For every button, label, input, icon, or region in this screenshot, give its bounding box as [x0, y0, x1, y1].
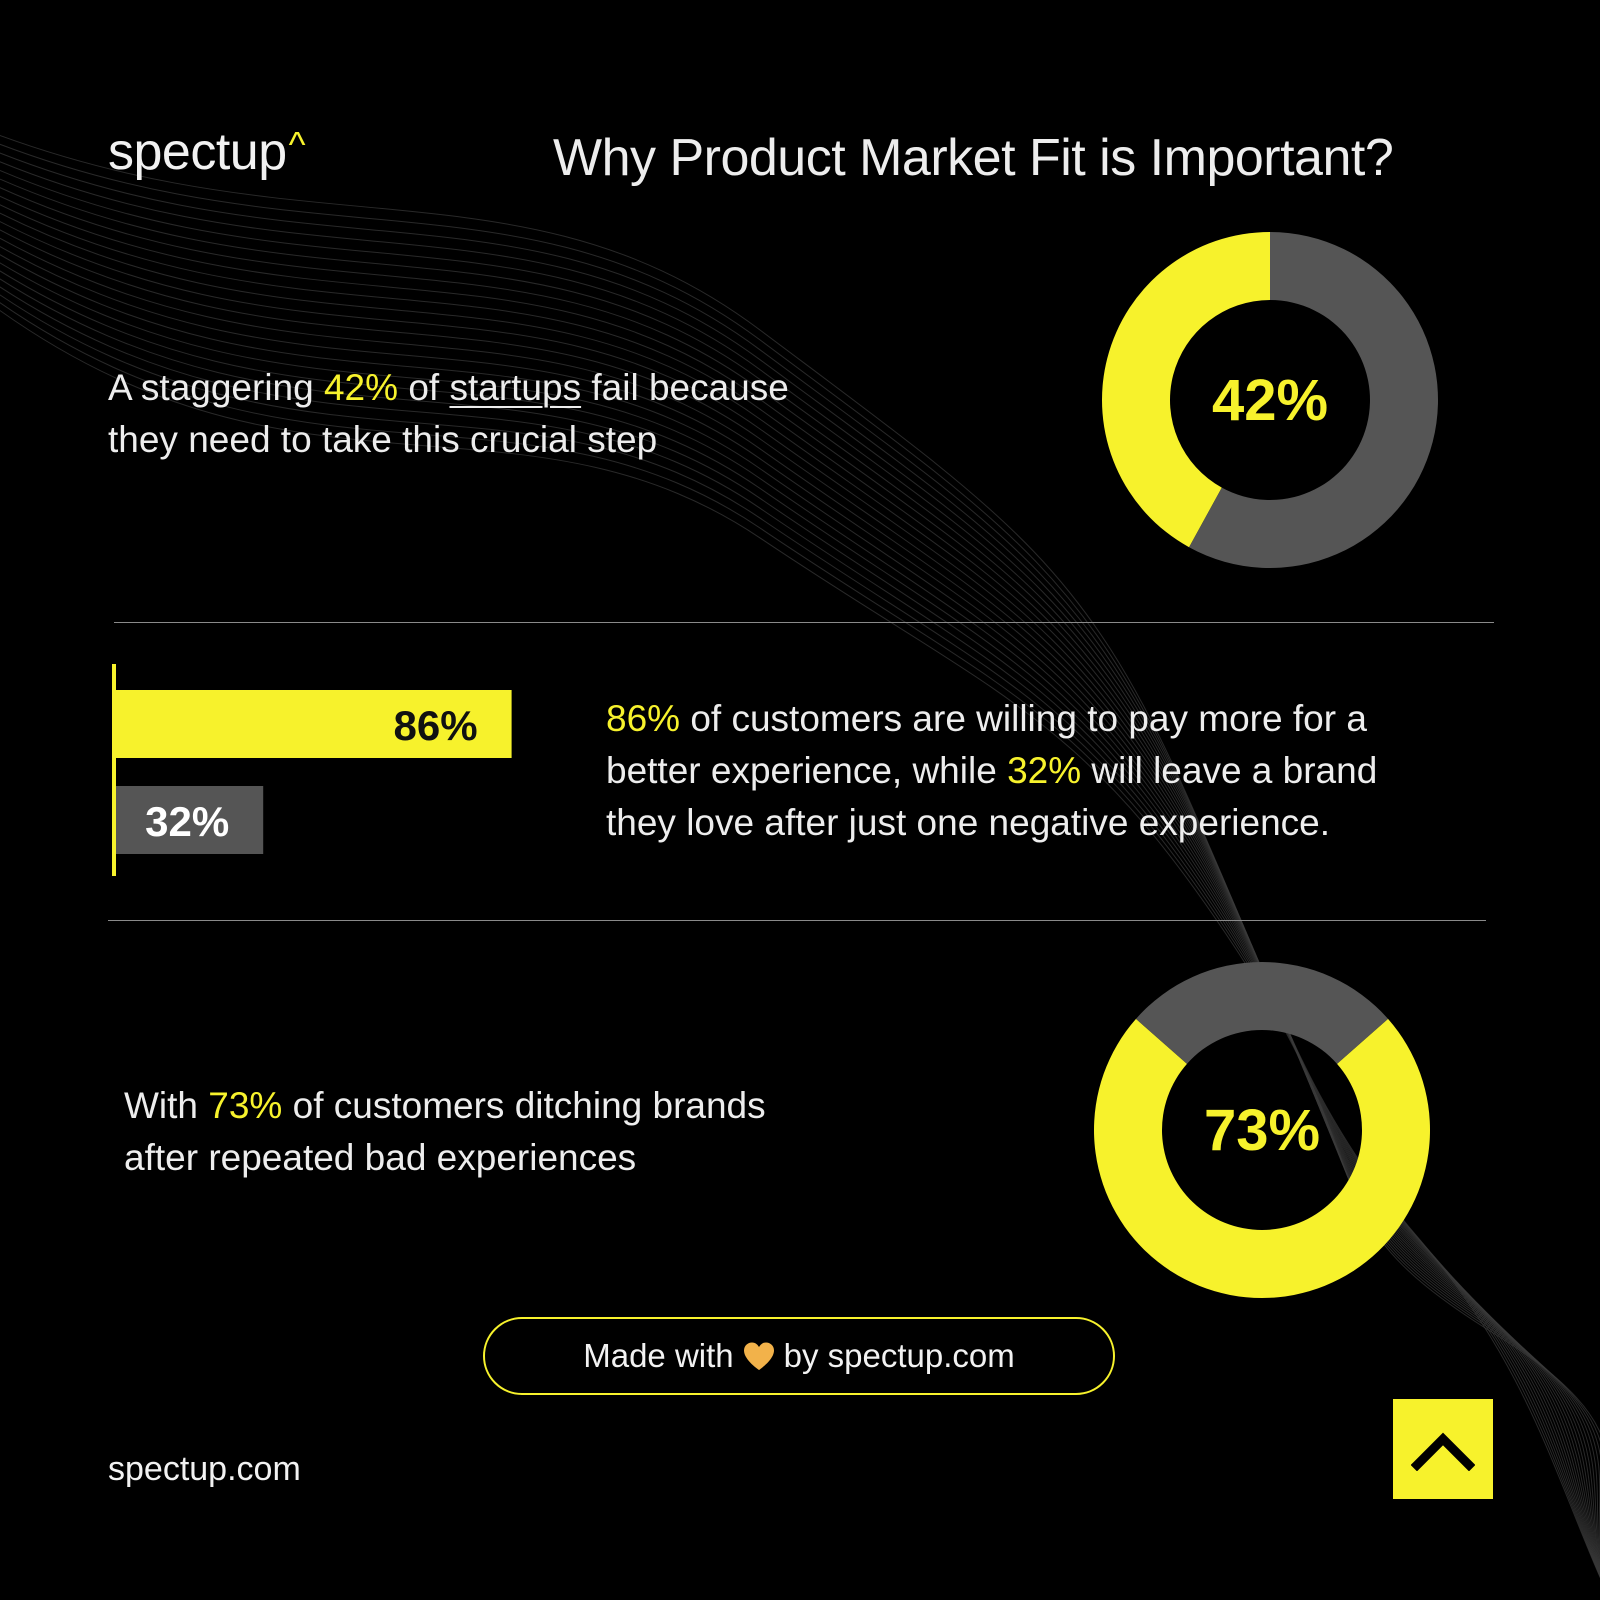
background-wave-line — [0, 178, 1600, 1576]
bar-axis-line — [112, 664, 116, 876]
stat-86-32-text: 86% of customers are willing to pay more… — [606, 693, 1506, 849]
donut-slice-rest — [1189, 232, 1438, 568]
bar-label-32: 32% — [145, 798, 229, 845]
stat-73-highlight: 73% — [208, 1085, 283, 1126]
heart-icon — [742, 1341, 776, 1371]
stat-73-text-line2: after repeated bad experiences — [124, 1137, 637, 1178]
stat-32-highlight: 32% — [1007, 750, 1082, 791]
stat-42-text-line2: they need to take this crucial step — [108, 419, 658, 460]
background-wave-line — [0, 152, 1600, 1578]
stat-73-text: With 73% of customers ditching brands af… — [124, 1080, 944, 1184]
section-divider-1 — [114, 622, 1494, 623]
footer-url[interactable]: spectup.com — [108, 1450, 301, 1488]
page-title: Why Product Market Fit is Important? — [553, 129, 1394, 187]
stat-86-32-text-line3: they love after just one negative experi… — [606, 802, 1331, 843]
logo-caret-icon: ^ — [288, 124, 306, 165]
background-wave-line — [0, 220, 1600, 1572]
bar-chart-86-32: 86% 32% — [112, 664, 512, 876]
background-wave-line — [0, 262, 1600, 1564]
section-divider-2 — [108, 920, 1486, 921]
background-wave-line — [0, 270, 1600, 1562]
donut-slice-highlight — [1094, 1018, 1430, 1298]
stat-42-text-mid: of — [398, 367, 450, 408]
stat-32-text-pre: better experience, while — [606, 750, 1008, 791]
stat-86-highlight: 86% — [606, 698, 681, 739]
background-wave-line — [0, 294, 1600, 1457]
bar-86 — [116, 690, 512, 758]
stat-32-text-post: will leave a brand — [1081, 750, 1378, 791]
brand-logo: spectup^ — [108, 122, 306, 182]
donut-slice-rest — [1135, 962, 1389, 1064]
donut-slice-highlight — [1102, 232, 1270, 548]
stat-42-text: A staggering 42% of startups fail becaus… — [108, 362, 928, 466]
bar-32 — [116, 786, 264, 854]
background-wave-line — [0, 302, 1600, 1443]
stat-42-highlight: 42% — [323, 367, 399, 408]
badge-text-after: by spectup.com — [783, 1337, 1015, 1374]
background-wave-line — [0, 245, 1600, 1568]
background-wave-line — [0, 253, 1600, 1566]
made-with-badge[interactable]: Made with by spectup.com — [483, 1317, 1115, 1395]
stat-42-text-pre: A staggering — [108, 367, 324, 408]
background-wave-line — [0, 237, 1600, 1569]
chevron-up-icon — [1411, 1432, 1475, 1471]
logo-text: spectup — [108, 123, 287, 181]
donut-chart-42: 42% — [1102, 232, 1438, 568]
badge-text-before: Made with — [583, 1337, 734, 1374]
donut-chart-73: 73% — [1094, 962, 1430, 1298]
background-wave-line — [0, 161, 1600, 1577]
scroll-up-button[interactable] — [1393, 1399, 1493, 1499]
stat-73-text-post: of customers ditching brands — [282, 1085, 766, 1126]
stat-86-text-line1: of customers are willing to pay more for… — [680, 698, 1367, 739]
donut-42-label: 42% — [1212, 368, 1328, 433]
background-wave-line — [0, 286, 1600, 1553]
startups-link[interactable]: startups — [449, 367, 582, 408]
stat-42-text-post: fail because — [581, 367, 789, 408]
background-wave-line — [0, 278, 1600, 1559]
bar-label-86: 86% — [394, 702, 478, 749]
donut-73-label: 73% — [1204, 1098, 1320, 1163]
background-wave-line — [0, 309, 1600, 1434]
stat-73-text-pre: With — [124, 1085, 209, 1126]
